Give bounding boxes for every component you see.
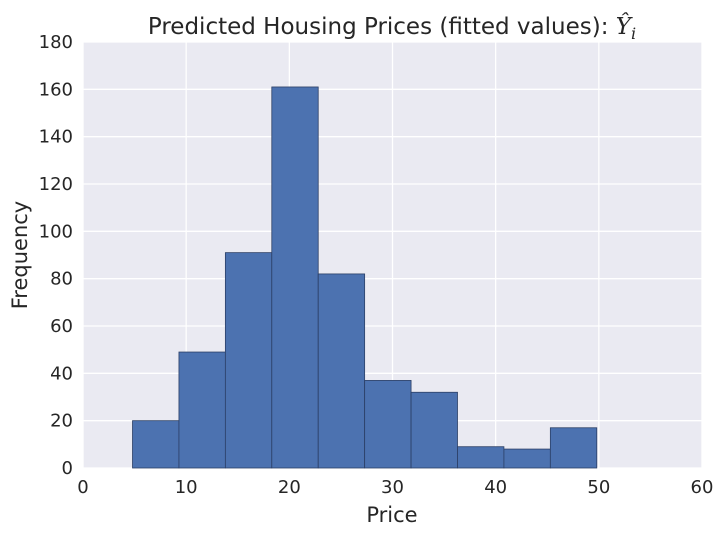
- histogram-bar-1: [178, 351, 226, 469]
- x-tick-label: 0: [77, 477, 88, 498]
- x-tick-labels: 0 10 20 30 40 50 60: [77, 477, 713, 498]
- y-axis-label: Frequency: [8, 201, 32, 310]
- x-tick-label: 20: [278, 477, 301, 498]
- y-tick-label: 40: [50, 363, 73, 384]
- y-tick-labels: 0 20 40 60 80 100 120 140 160 180: [39, 32, 73, 479]
- x-tick-label: 40: [484, 477, 507, 498]
- y-tick-label: 160: [39, 79, 73, 100]
- histogram-bar-7: [457, 446, 505, 469]
- histogram-bar-0: [132, 420, 180, 469]
- y-tick-label: 0: [62, 458, 73, 479]
- y-tick-label: 100: [39, 221, 73, 242]
- histogram-bar-3: [271, 86, 319, 469]
- x-tick-label: 10: [175, 477, 198, 498]
- title-math-symbol: Ŷ: [616, 13, 634, 40]
- x-axis-label: Price: [366, 503, 417, 527]
- y-tick-label: 80: [50, 269, 73, 290]
- histogram-bar-9: [549, 427, 598, 469]
- y-tick-label: 20: [50, 411, 73, 432]
- y-tick-label: 120: [39, 174, 73, 195]
- x-tick-label: 30: [381, 477, 404, 498]
- title-math-subscript: i: [631, 24, 636, 43]
- histogram-bar-2: [224, 252, 273, 469]
- x-tick-label: 60: [691, 477, 714, 498]
- histogram-bar-8: [503, 448, 551, 469]
- x-tick-label: 50: [587, 477, 610, 498]
- y-tick-label: 60: [50, 316, 73, 337]
- histogram-bars: [132, 86, 598, 469]
- histogram-bar-4: [317, 273, 366, 469]
- histogram-bar-5: [364, 380, 412, 469]
- chart-title: Predicted Housing Prices (fitted values)…: [148, 13, 636, 43]
- y-tick-label: 140: [39, 127, 73, 148]
- y-tick-label: 180: [39, 32, 73, 53]
- histogram-bar-6: [410, 391, 458, 469]
